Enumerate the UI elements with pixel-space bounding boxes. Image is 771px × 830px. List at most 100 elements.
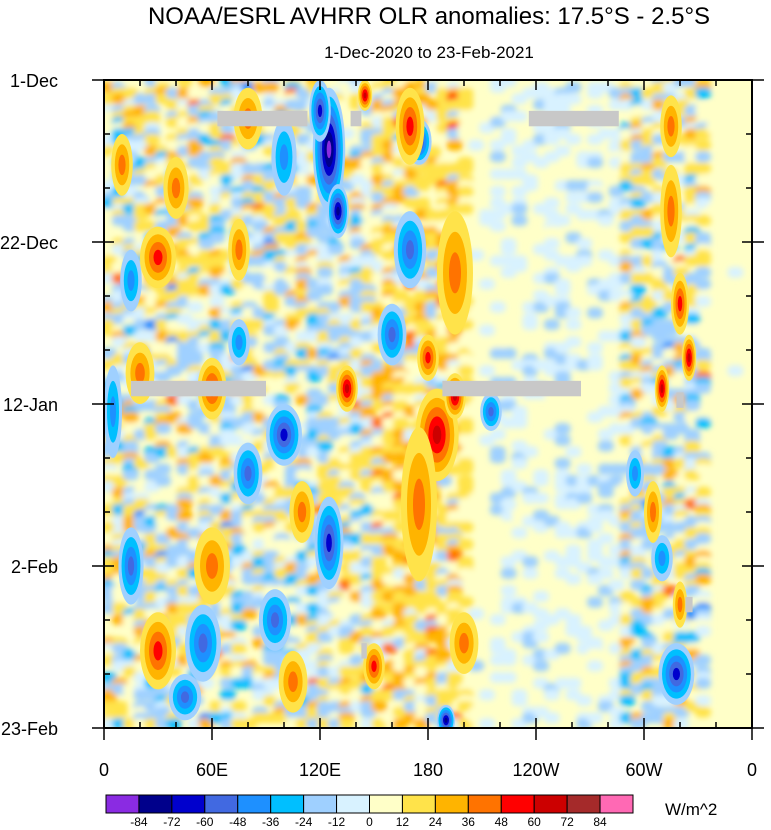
anomaly-cell <box>522 567 539 579</box>
anomaly-cell <box>219 689 236 701</box>
anomaly-cell <box>511 214 528 226</box>
colorbar-swatch <box>401 794 436 814</box>
x-axis: 0 60E 120E 180 120W 60W 0 <box>99 80 757 780</box>
anomaly-cell <box>187 353 204 365</box>
anomaly-region <box>118 154 126 176</box>
anomaly-region <box>127 556 135 576</box>
anomaly-cell <box>597 567 614 579</box>
anomaly-region <box>344 383 350 394</box>
y-tick-label: 2-Feb <box>11 557 58 577</box>
anomaly-cell <box>695 295 711 307</box>
colorbar-swatch <box>204 794 239 814</box>
anomaly-cell <box>597 440 614 452</box>
anomaly-cell <box>695 706 711 718</box>
anomaly-cell <box>554 214 571 226</box>
anomaly-cell <box>695 677 711 689</box>
anomaly-cell <box>587 660 603 672</box>
anomaly-region <box>244 465 252 482</box>
y-tick-label: 23-Feb <box>1 719 58 739</box>
anomaly-cell <box>619 695 636 707</box>
anomaly-cell <box>230 643 247 654</box>
anomaly-cell <box>695 417 711 429</box>
anomaly-cell <box>468 400 485 411</box>
anomaly-cell <box>479 278 495 290</box>
anomaly-region <box>405 240 415 260</box>
anomaly-region <box>153 249 163 266</box>
anomaly-cell <box>295 469 312 481</box>
anomaly-cell <box>317 284 333 296</box>
anomaly-cell <box>155 463 171 475</box>
missing-data-patch <box>442 380 581 397</box>
anomaly-cell <box>479 718 495 728</box>
colorbar-tick-label: -12 <box>328 815 346 829</box>
x-tick-label: 60E <box>196 760 228 780</box>
anomaly-cell <box>695 87 711 99</box>
colorbar-tick-label: -84 <box>130 815 148 829</box>
anomaly-region <box>206 553 218 579</box>
anomaly-cell <box>457 353 474 365</box>
anomaly-region <box>110 396 116 428</box>
anomaly-cell <box>533 631 549 643</box>
anomaly-cell <box>122 411 139 423</box>
anomaly-region <box>270 612 280 628</box>
anomaly-cell <box>468 139 485 151</box>
anomaly-cell <box>630 284 647 296</box>
anomaly-cell <box>576 255 593 267</box>
anomaly-cell <box>457 423 474 435</box>
x-tick-label: 120E <box>299 760 341 780</box>
anomaly-cell <box>457 203 474 215</box>
anomaly-cell <box>565 93 582 105</box>
anomaly-cell <box>230 700 247 712</box>
anomaly-region <box>326 140 332 159</box>
anomaly-cell <box>587 394 603 406</box>
colorbar-tick-label: 72 <box>560 815 574 829</box>
anomaly-region <box>198 633 208 653</box>
colorbar-swatch <box>138 794 173 814</box>
chart-title: NOAA/ESRL AVHRR OLR anomalies: 17.5°S - … <box>148 3 710 30</box>
anomaly-region <box>449 252 461 294</box>
anomaly-cell <box>489 220 506 232</box>
anomaly-cell <box>155 475 171 487</box>
anomaly-cell <box>630 80 647 87</box>
anomaly-region <box>406 116 414 136</box>
anomaly-region <box>687 353 691 363</box>
anomaly-cell <box>209 232 225 244</box>
anomaly-cell <box>695 278 711 290</box>
anomaly-cell <box>468 492 485 504</box>
colorbar-tick-label: 84 <box>593 815 607 829</box>
anomaly-region <box>667 116 675 137</box>
anomaly-cell <box>738 376 752 388</box>
anomaly-cell <box>565 81 582 93</box>
anomaly-cell <box>457 434 474 446</box>
colorbar-swatch <box>171 794 206 814</box>
anomaly-cell <box>273 538 290 550</box>
anomaly-region <box>235 239 243 260</box>
anomaly-cell <box>317 266 333 278</box>
anomaly-cell <box>543 319 560 330</box>
anomaly-region <box>432 425 442 445</box>
chart-subtitle: 1-Dec-2020 to 23-Feb-2021 <box>324 43 534 62</box>
anomaly-cell <box>500 654 517 666</box>
anomaly-cell <box>263 301 279 313</box>
anomaly-cell <box>457 80 474 87</box>
anomaly-cell <box>500 671 517 683</box>
colorbar-swatch <box>467 794 502 814</box>
anomaly-cell <box>187 197 204 209</box>
anomaly-cell <box>209 295 225 307</box>
y-axis: 1-Dec 22-Dec 12-Jan 2-Feb 23-Feb <box>0 71 764 739</box>
anomaly-region <box>632 465 638 482</box>
colorbar-swatch <box>270 794 305 814</box>
anomaly-cell <box>587 191 603 203</box>
colorbar-tick-label: -36 <box>262 815 280 829</box>
anomaly-cell <box>511 527 528 539</box>
anomaly-cell <box>155 423 171 435</box>
anomaly-cell <box>565 573 582 585</box>
colorbar-swatch <box>500 794 535 814</box>
anomaly-cell <box>230 619 247 631</box>
anomaly-cell <box>576 492 593 504</box>
anomaly-cell <box>565 677 582 689</box>
anomaly-cell <box>695 255 711 267</box>
anomaly-cell <box>176 509 193 521</box>
anomaly-cell <box>479 689 495 701</box>
